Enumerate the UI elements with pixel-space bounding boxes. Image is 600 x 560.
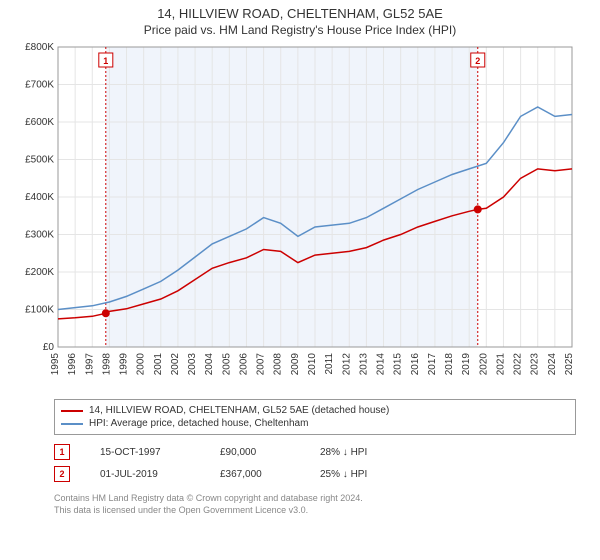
svg-text:1995: 1995	[50, 353, 61, 376]
svg-text:2002: 2002	[170, 353, 181, 376]
svg-text:2013: 2013	[358, 353, 369, 376]
svg-text:2019: 2019	[461, 353, 472, 376]
svg-text:1999: 1999	[119, 353, 130, 376]
chart-subtitle: Price paid vs. HM Land Registry's House …	[0, 21, 600, 41]
svg-text:2016: 2016	[410, 353, 421, 376]
svg-text:2014: 2014	[376, 353, 387, 376]
svg-text:£500K: £500K	[25, 155, 54, 166]
footer-line: Contains HM Land Registry data © Crown c…	[54, 493, 576, 505]
svg-text:2011: 2011	[324, 353, 335, 375]
svg-text:1997: 1997	[84, 353, 95, 376]
svg-text:2001: 2001	[153, 353, 164, 376]
svg-text:2018: 2018	[444, 353, 455, 376]
svg-text:2004: 2004	[204, 353, 215, 376]
svg-text:£800K: £800K	[25, 42, 54, 53]
event-list: 1 15-OCT-1997 £90,000 28% ↓ HPI 2 01-JUL-2019…	[54, 441, 576, 485]
svg-text:£100K: £100K	[25, 305, 54, 316]
line-chart: £0 £100K £200K £300K £400K £500K £600K £700K £80…	[20, 41, 580, 391]
svg-text:2006: 2006	[238, 353, 249, 376]
svg-text:2023: 2023	[530, 353, 541, 376]
attribution-footer: Contains HM Land Registry data © Crown c…	[54, 493, 576, 516]
svg-text:£600K: £600K	[25, 117, 54, 128]
legend-label: HPI: Average price, detached house, Chel…	[89, 418, 308, 429]
event-date: 01-JUL-2019	[100, 469, 190, 480]
event-pct: 25% ↓ HPI	[320, 469, 420, 480]
svg-text:1996: 1996	[67, 353, 78, 376]
legend-swatch	[61, 410, 83, 412]
event-pct: 28% ↓ HPI	[320, 447, 420, 458]
svg-text:2017: 2017	[427, 353, 438, 376]
event-marker-box: 1	[54, 444, 70, 460]
svg-text:2021: 2021	[495, 353, 506, 376]
svg-text:2: 2	[475, 56, 480, 66]
event-marker-box: 2	[54, 466, 70, 482]
svg-text:2005: 2005	[221, 353, 232, 376]
svg-text:2015: 2015	[393, 353, 404, 376]
svg-text:1998: 1998	[101, 353, 112, 376]
svg-text:£400K: £400K	[25, 192, 54, 203]
chart-area: £0 £100K £200K £300K £400K £500K £600K £700K £80…	[20, 41, 580, 391]
legend-swatch	[61, 423, 83, 425]
svg-text:£700K: £700K	[25, 80, 54, 91]
svg-text:£0: £0	[43, 342, 55, 353]
legend-item: HPI: Average price, detached house, Chel…	[61, 417, 569, 430]
svg-text:2000: 2000	[136, 353, 147, 376]
svg-text:£300K: £300K	[25, 230, 54, 241]
legend: 14, HILLVIEW ROAD, CHELTENHAM, GL52 5AE …	[54, 399, 576, 435]
svg-text:2003: 2003	[187, 353, 198, 376]
svg-text:£200K: £200K	[25, 267, 54, 278]
svg-text:2007: 2007	[256, 353, 267, 376]
svg-text:2008: 2008	[273, 353, 284, 376]
svg-text:2012: 2012	[341, 353, 352, 376]
legend-label: 14, HILLVIEW ROAD, CHELTENHAM, GL52 5AE …	[89, 405, 389, 416]
event-date: 15-OCT-1997	[100, 447, 190, 458]
svg-text:2025: 2025	[564, 353, 575, 376]
event-price: £367,000	[220, 469, 290, 480]
svg-text:2020: 2020	[478, 353, 489, 376]
svg-text:2010: 2010	[307, 353, 318, 376]
legend-item: 14, HILLVIEW ROAD, CHELTENHAM, GL52 5AE …	[61, 404, 569, 417]
event-row: 2 01-JUL-2019 £367,000 25% ↓ HPI	[54, 463, 576, 485]
footer-line: This data is licensed under the Open Gov…	[54, 505, 576, 517]
svg-text:2022: 2022	[513, 353, 524, 376]
svg-text:2009: 2009	[290, 353, 301, 376]
event-price: £90,000	[220, 447, 290, 458]
event-row: 1 15-OCT-1997 £90,000 28% ↓ HPI	[54, 441, 576, 463]
svg-text:2024: 2024	[547, 353, 558, 376]
chart-title: 14, HILLVIEW ROAD, CHELTENHAM, GL52 5AE	[0, 0, 600, 21]
svg-text:1: 1	[103, 56, 108, 66]
